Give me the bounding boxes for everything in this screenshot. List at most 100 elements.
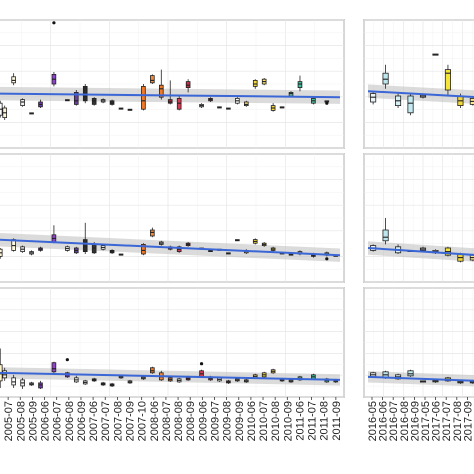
box-2007-11 bbox=[127, 108, 133, 111]
box-2011-04 bbox=[311, 97, 316, 105]
box-2005-06 bbox=[0, 248, 3, 259]
box-2008-06 bbox=[158, 69, 164, 100]
trend-line bbox=[0, 371, 341, 381]
box-body bbox=[150, 75, 155, 84]
x-tick-label: 2017-06 bbox=[431, 401, 443, 441]
box-body bbox=[444, 69, 451, 91]
box-2006-09 bbox=[65, 99, 70, 102]
box-2009-11 bbox=[235, 97, 240, 105]
x-tick-label: 2011-06 bbox=[294, 401, 306, 441]
box-2009-03 bbox=[199, 103, 204, 108]
x-tick-label: 2016-06 bbox=[378, 401, 390, 441]
x-tick-label: 2006-07 bbox=[52, 401, 64, 441]
box-2009-05 bbox=[208, 249, 213, 252]
x-tick-label: 2011-07 bbox=[307, 401, 319, 441]
box-body bbox=[407, 95, 414, 114]
trend-line bbox=[0, 238, 341, 257]
trend-line bbox=[367, 90, 474, 98]
x-tick-label: 2011-08 bbox=[319, 401, 331, 441]
x-tick-label: 2007-10 bbox=[137, 401, 149, 441]
box-2007-07 bbox=[109, 99, 115, 106]
trend-line bbox=[0, 92, 341, 99]
trend-line bbox=[367, 375, 474, 382]
box-2006-11 bbox=[73, 375, 79, 383]
box-2008-02 bbox=[141, 243, 146, 256]
box-2006-09 bbox=[65, 245, 70, 252]
box-body bbox=[91, 243, 97, 254]
box-body bbox=[82, 239, 88, 253]
x-tick-label: 2005-07 bbox=[3, 401, 15, 441]
box-2006-03 bbox=[38, 246, 43, 252]
x-tick-label: 2017-09 bbox=[462, 401, 474, 441]
box-2007-07 bbox=[109, 249, 115, 254]
outlier-point bbox=[325, 101, 329, 105]
box-2016-11 bbox=[407, 369, 414, 377]
box-2009-07 bbox=[217, 106, 222, 109]
box-2017-03 bbox=[432, 53, 439, 56]
box-2009-09 bbox=[226, 379, 231, 384]
box-2008-04 bbox=[150, 74, 155, 84]
box-2008-04 bbox=[150, 227, 155, 238]
box-2006-06 bbox=[51, 361, 57, 374]
x-tick-label: 2016-09 bbox=[409, 401, 421, 441]
box-2007-09 bbox=[118, 107, 124, 110]
box-body bbox=[109, 100, 115, 105]
box-2007-09 bbox=[118, 253, 124, 256]
x-tick-label: 2007-06 bbox=[88, 401, 100, 441]
box-2007-01 bbox=[82, 222, 88, 254]
box-body bbox=[51, 362, 57, 373]
box-2006-01 bbox=[29, 112, 34, 115]
box-2009-11 bbox=[235, 239, 240, 242]
box-body bbox=[185, 81, 191, 88]
box-body bbox=[176, 98, 182, 110]
box-2016-09 bbox=[395, 93, 402, 108]
x-tick-label: 2017-05 bbox=[420, 401, 432, 441]
x-tick-label: 2007-08 bbox=[112, 401, 124, 441]
box-2005-09 bbox=[11, 374, 16, 388]
x-tick-label: 2009-06 bbox=[197, 401, 209, 441]
box-2010-11 bbox=[288, 253, 294, 256]
box-2006-11 bbox=[73, 246, 79, 254]
x-tick-label: 2005-06 bbox=[0, 401, 3, 441]
panel-left-bottom bbox=[0, 287, 345, 398]
box-2010-03 bbox=[252, 79, 258, 89]
x-tick-label: 2006-06 bbox=[40, 401, 52, 441]
box-2007-05 bbox=[100, 381, 106, 386]
box-2009-09 bbox=[226, 252, 231, 255]
box-2007-03 bbox=[91, 377, 97, 382]
box-2010-03 bbox=[252, 238, 258, 245]
box-body bbox=[382, 229, 389, 242]
x-tick-label: 2008-08 bbox=[173, 401, 185, 441]
panel-left-top bbox=[0, 19, 345, 149]
box-2008-02 bbox=[141, 84, 146, 111]
box-2007-11 bbox=[127, 379, 133, 384]
box-2008-10 bbox=[176, 96, 182, 111]
box-2008-12 bbox=[185, 79, 191, 93]
box-2010-01 bbox=[243, 100, 249, 107]
x-tick-label: 2016-05 bbox=[367, 401, 379, 441]
box-2007-07 bbox=[109, 382, 115, 387]
box-2010-01 bbox=[243, 378, 249, 383]
box-2005-07 bbox=[2, 367, 8, 381]
outlier-point bbox=[325, 257, 329, 261]
box-body bbox=[382, 72, 389, 85]
box-body bbox=[73, 92, 79, 105]
box-body bbox=[243, 101, 249, 106]
box-body bbox=[158, 84, 164, 98]
box-2009-09 bbox=[226, 107, 231, 110]
box-2005-06 bbox=[0, 100, 3, 118]
x-tick-label: 2011-09 bbox=[331, 401, 343, 441]
box-2008-10 bbox=[176, 377, 182, 383]
x-tick-label: 2016-07 bbox=[388, 401, 400, 441]
x-tick-label: 2007-09 bbox=[125, 401, 137, 441]
box-2008-04 bbox=[150, 366, 155, 374]
box-2006-06 bbox=[51, 21, 57, 87]
box-2016-09 bbox=[395, 373, 402, 380]
x-tick-label: 2017-07 bbox=[441, 401, 453, 441]
box-2008-08 bbox=[167, 376, 173, 382]
x-tick-label: 2010-07 bbox=[258, 401, 270, 441]
x-tick-label: 2010-06 bbox=[246, 401, 258, 441]
x-tick-label: 2007-07 bbox=[100, 401, 112, 441]
box-2008-10 bbox=[176, 245, 182, 253]
